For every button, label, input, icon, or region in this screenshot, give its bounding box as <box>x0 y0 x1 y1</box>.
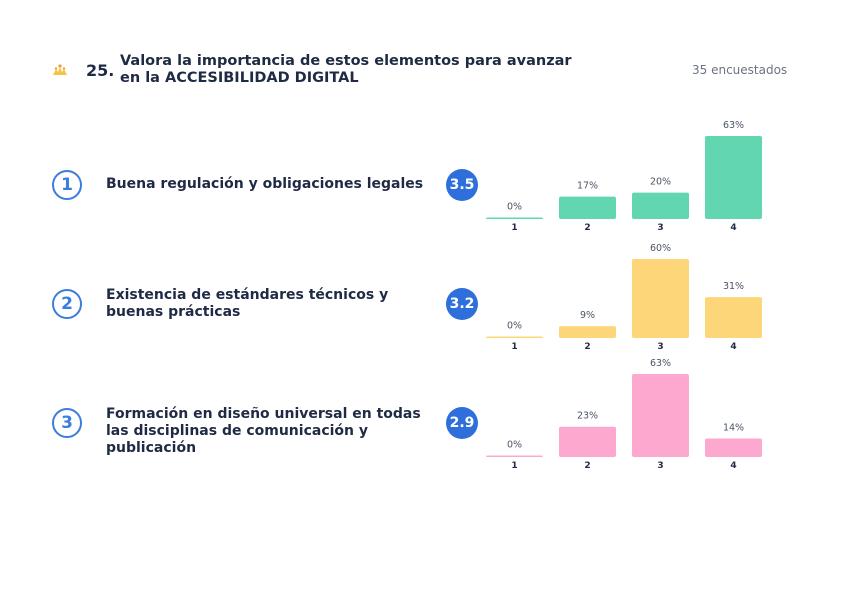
average-badge: 2.9 <box>446 407 478 439</box>
x-tick-label: 2 <box>584 223 590 233</box>
bar <box>559 326 616 338</box>
x-tick-label: 3 <box>657 342 663 352</box>
bar-value-label: 0% <box>507 440 522 451</box>
bar-value-label: 20% <box>650 177 671 188</box>
bar-value-label: 31% <box>723 281 744 292</box>
bar-value-label: 63% <box>723 120 744 131</box>
x-tick-label: 1 <box>511 342 517 352</box>
x-tick-label: 3 <box>657 461 663 471</box>
hands-icon <box>53 64 67 75</box>
bar-value-label: 63% <box>650 358 671 369</box>
bar <box>632 192 689 219</box>
item-label: Existencia de estándares técnicos y buen… <box>106 287 389 320</box>
x-tick-label: 1 <box>511 461 517 471</box>
bar <box>486 217 543 219</box>
item-label: Formación en diseño universal en todas l… <box>106 406 421 456</box>
question-number: 25. <box>86 61 115 80</box>
bar-value-label: 0% <box>507 321 522 332</box>
bar <box>559 196 616 219</box>
bar-value-label: 60% <box>650 243 671 254</box>
x-tick-label: 4 <box>730 223 736 233</box>
bar <box>486 455 543 457</box>
bar-value-label: 23% <box>577 411 598 422</box>
bar-value-label: 14% <box>723 423 744 434</box>
average-badge: 3.5 <box>446 169 478 201</box>
bar-chart: 0% 1 23% 2 63% 3 14% 4 <box>486 358 762 471</box>
x-tick-label: 1 <box>511 223 517 233</box>
bar <box>632 374 689 457</box>
bar-value-label: 0% <box>507 202 522 213</box>
bar-value-label: 17% <box>577 181 598 192</box>
item-number: 2 <box>52 289 82 319</box>
bar-value-label: 9% <box>580 310 595 321</box>
bar <box>486 336 543 338</box>
x-tick-label: 4 <box>730 461 736 471</box>
bar <box>705 297 762 338</box>
x-tick-label: 2 <box>584 342 590 352</box>
bar-chart: 0% 1 9% 2 60% 3 31% 4 <box>486 243 762 352</box>
bar <box>559 426 616 457</box>
bar <box>632 258 689 338</box>
bar-chart: 0% 1 17% 2 20% 3 63% 4 <box>486 120 762 233</box>
average-badge: 3.2 <box>446 288 478 320</box>
respondents-count: 35 encuestados <box>692 63 788 77</box>
x-tick-label: 2 <box>584 461 590 471</box>
x-tick-label: 4 <box>730 342 736 352</box>
bar <box>705 438 762 457</box>
item-label: Buena regulación y obligaciones legales <box>106 176 424 192</box>
item-number: 3 <box>52 408 82 438</box>
item-number: 1 <box>52 170 82 200</box>
bar <box>705 136 762 219</box>
question-title: Valora la importancia de estos elementos… <box>120 53 572 86</box>
x-tick-label: 3 <box>657 223 663 233</box>
